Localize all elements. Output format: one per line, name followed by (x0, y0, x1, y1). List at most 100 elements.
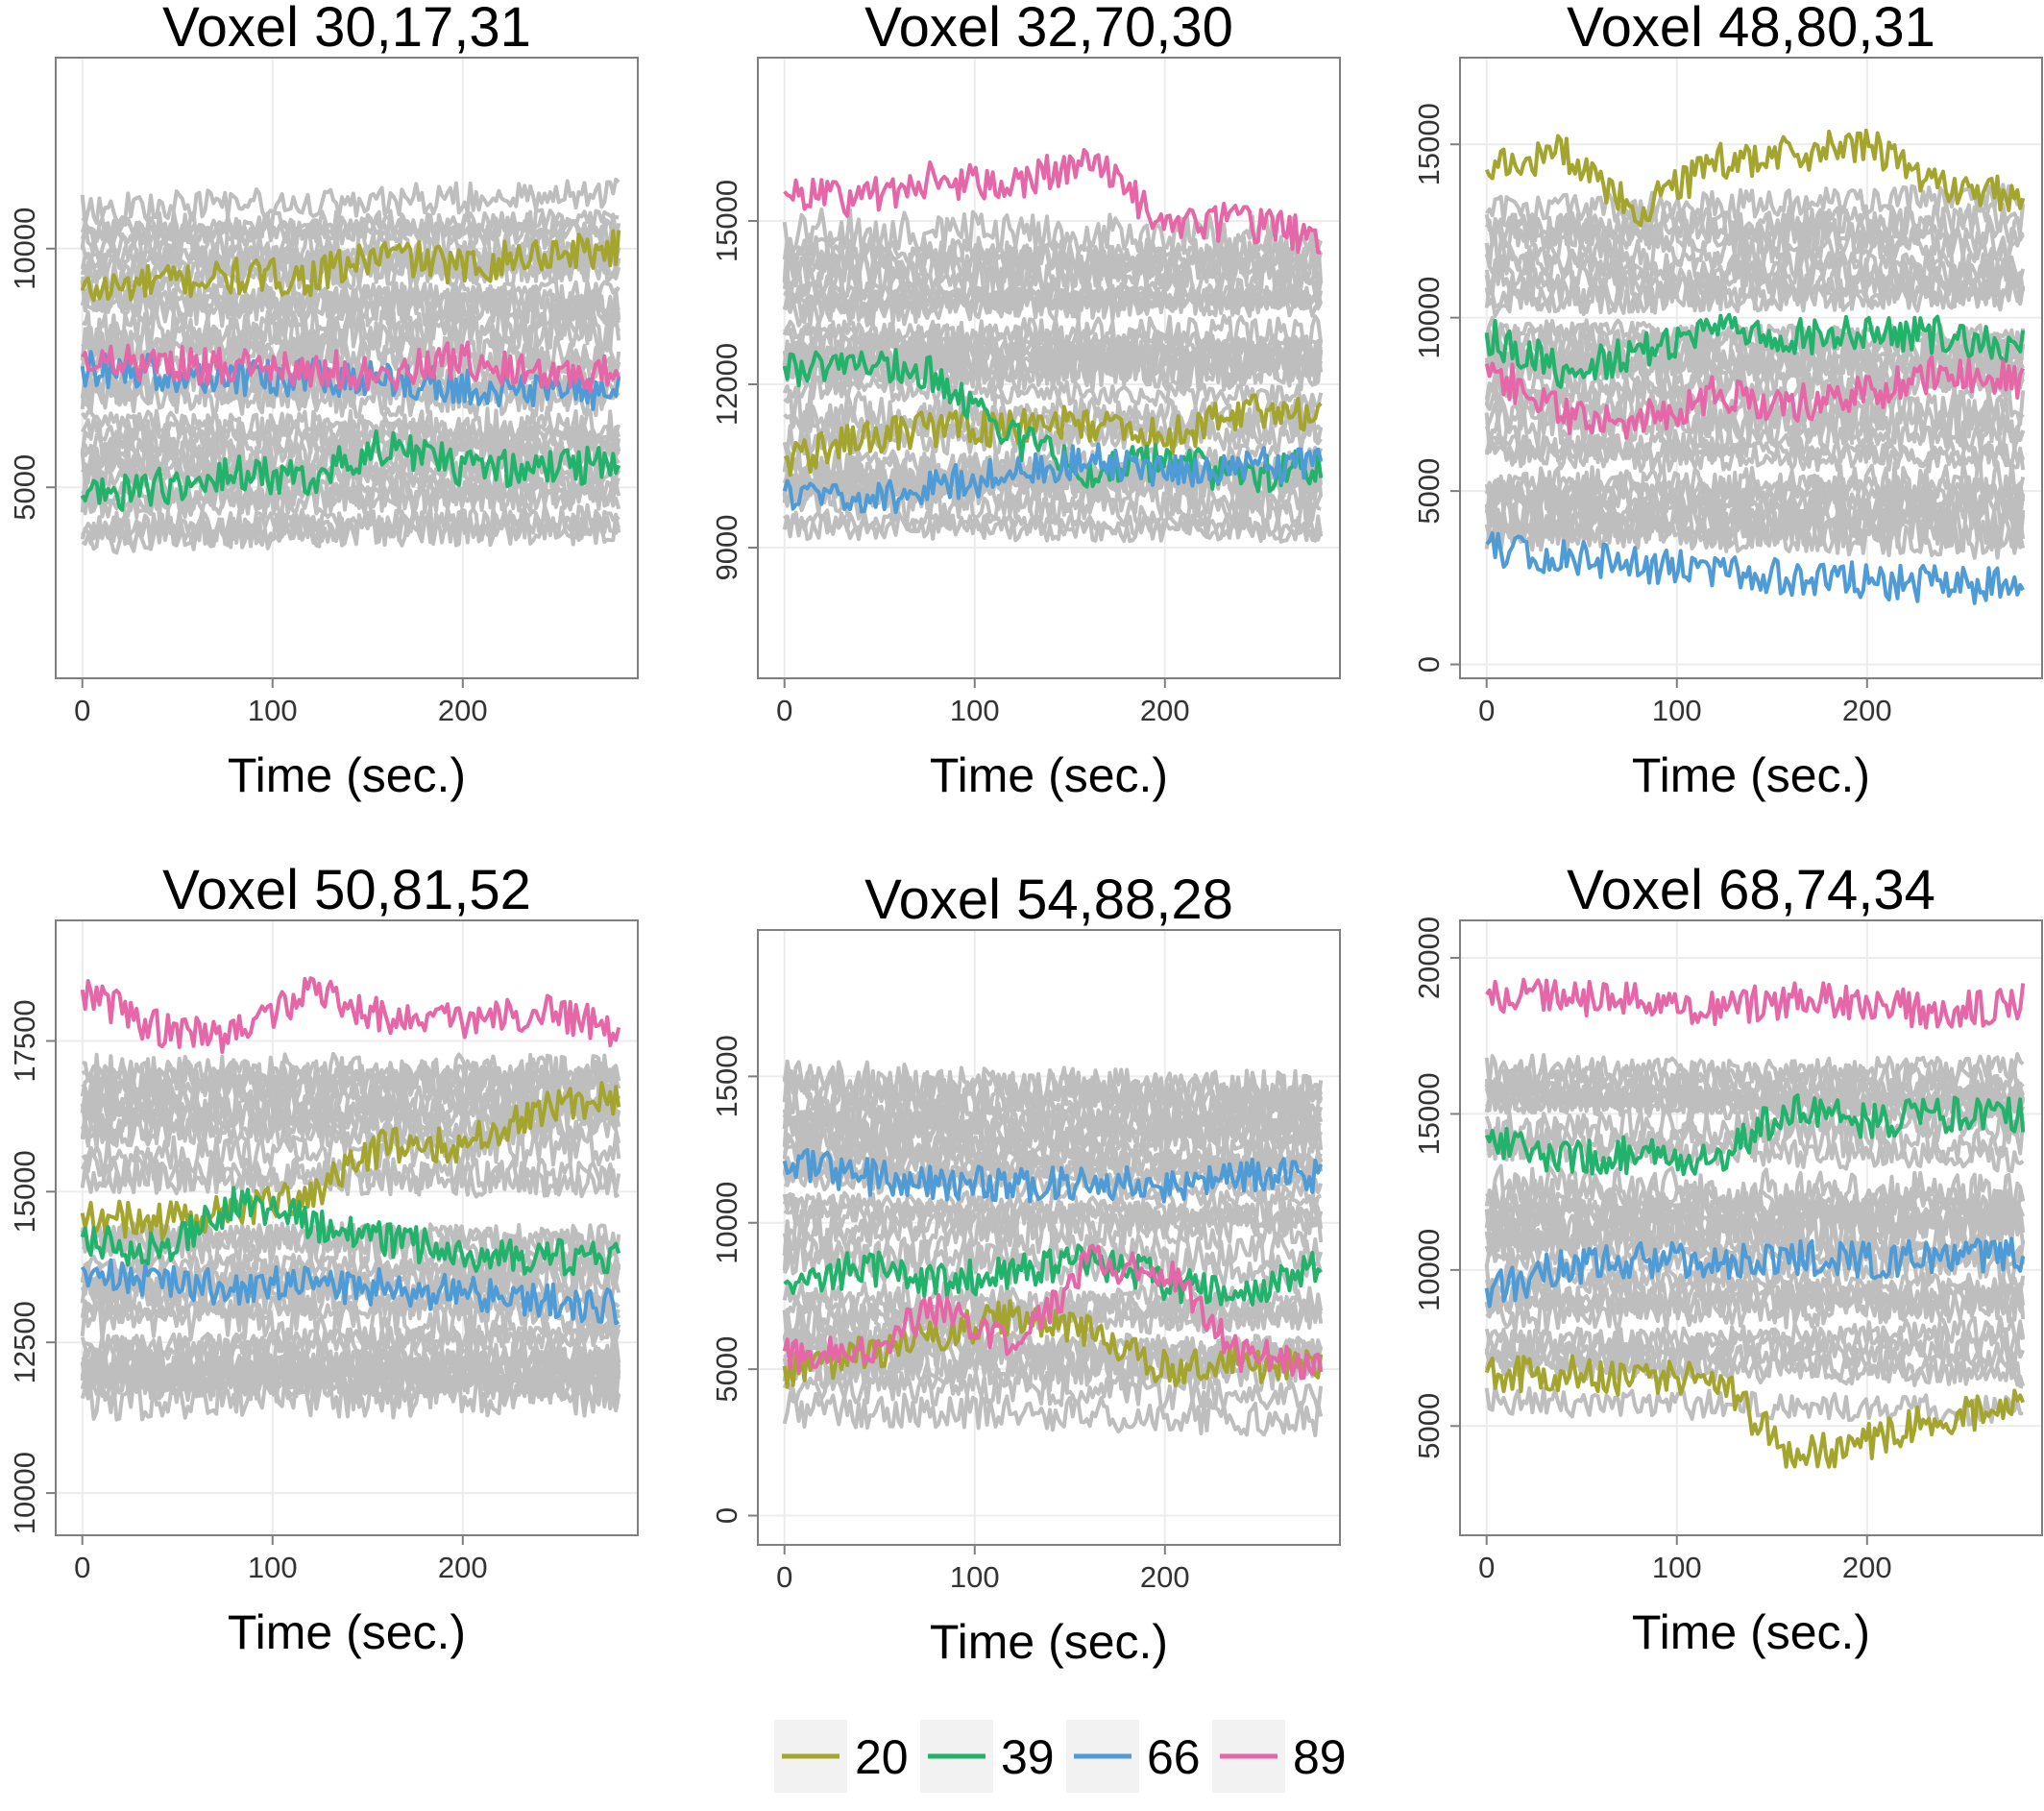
series-line-20 (1484, 128, 2026, 228)
background-trace (1484, 202, 2026, 250)
background-trace (80, 1062, 621, 1101)
series-line-20 (80, 229, 621, 303)
panel-6: 0 100 200 5000 10000 15000 20000 Voxel 68,74,34… (1412, 859, 2043, 1659)
x-tick-label: 0 (776, 694, 792, 727)
x-tick-label: 100 (950, 1560, 1000, 1594)
background-trace (782, 1390, 1324, 1437)
x-tick-label: 200 (438, 1551, 488, 1584)
series-line-20 (783, 393, 1323, 477)
legend-item-20: 20 (774, 1720, 909, 1793)
x-tick-label: 0 (1478, 694, 1495, 727)
background-trace (1484, 473, 2025, 503)
series-line-66 (1484, 1236, 2026, 1309)
legend-label: 39 (1001, 1730, 1055, 1784)
background-trace (80, 208, 620, 248)
plot-area (80, 976, 621, 1422)
x-tick-label: 0 (74, 1551, 90, 1584)
y-tick-label: 10000 (1412, 277, 1446, 359)
x-axis-label: Time (sec.) (1632, 748, 1870, 802)
y-tick-label: 10000 (710, 1182, 743, 1264)
background-trace (782, 1184, 1322, 1222)
series-line-66 (80, 1258, 620, 1326)
background-trace (782, 1089, 1323, 1136)
x-tick-label: 200 (1842, 694, 1892, 727)
y-tick-label: 15000 (1412, 1072, 1446, 1155)
panel-border (55, 57, 639, 679)
x-tick-label: 200 (1842, 1551, 1892, 1584)
x-tick-label: 100 (248, 694, 298, 727)
y-tick-label: 20000 (1412, 917, 1446, 999)
background-trace (1484, 1325, 2026, 1363)
panel-border (757, 57, 1341, 679)
y-tick-label: 15000 (710, 180, 743, 262)
background-trace (1485, 1187, 2025, 1229)
y-tick-label: 5000 (710, 1336, 743, 1403)
background-trace (81, 309, 621, 355)
panel-2: 0 100 200 9000 12000 15000 Voxel 32,70,30 Time … (710, 0, 1341, 802)
legend-item-39: 39 (920, 1720, 1055, 1793)
panel-border (757, 929, 1341, 1546)
background-trace (1484, 1052, 2025, 1097)
panel-1: 0 100 200 5000 10000 Voxel 30,17,31 Time (sec.… (8, 0, 639, 802)
plot-area (1484, 128, 2026, 605)
background-trace (1484, 1266, 2026, 1298)
y-tick-label: 10000 (8, 208, 41, 290)
background-trace (80, 1346, 621, 1393)
background-traces (1484, 1052, 2026, 1427)
panel-title: Voxel 50,81,52 (162, 859, 531, 921)
y-tick-label: 17500 (8, 999, 41, 1082)
x-tick-label: 100 (1652, 694, 1702, 727)
y-tick-label: 5000 (1412, 458, 1446, 525)
legend-label: 89 (1293, 1730, 1347, 1784)
y-tick-label: 5000 (1412, 1393, 1446, 1459)
panel-title: Voxel 68,74,34 (1567, 859, 1935, 921)
background-trace (1484, 492, 2026, 554)
background-trace (1485, 1205, 2026, 1261)
x-tick-label: 200 (438, 694, 488, 727)
background-trace (783, 256, 1323, 302)
legend-item-66: 66 (1066, 1720, 1201, 1793)
background-trace (1485, 183, 2025, 226)
background-trace (1485, 480, 2026, 534)
legend: 20 39 66 89 (774, 1720, 1347, 1793)
legend-label: 66 (1147, 1730, 1201, 1784)
y-tick-label: 0 (1412, 656, 1446, 673)
x-tick-label: 0 (1478, 1551, 1495, 1584)
background-trace (782, 208, 1323, 258)
plot-area (1484, 977, 2026, 1469)
background-trace (1484, 1163, 2026, 1220)
background-trace (782, 319, 1324, 357)
y-tick-label: 15000 (1412, 103, 1446, 185)
background-trace (1484, 1116, 2026, 1163)
background-trace (80, 1370, 621, 1422)
series-line-89 (783, 148, 1322, 256)
background-trace (80, 284, 620, 328)
panel-border (1459, 57, 2043, 679)
background-trace (1484, 519, 2026, 560)
x-axis-label: Time (sec.) (930, 1615, 1168, 1669)
series-line-39 (80, 1186, 621, 1277)
y-tick-label: 15000 (8, 1150, 41, 1233)
background-trace (80, 431, 620, 458)
x-tick-label: 0 (776, 1560, 792, 1594)
background-trace (80, 503, 621, 551)
background-trace (782, 1192, 1324, 1230)
x-axis-label: Time (sec.) (228, 748, 466, 802)
x-axis-label: Time (sec.) (930, 748, 1168, 802)
panel-title: Voxel 54,88,28 (864, 869, 1233, 931)
x-tick-label: 100 (950, 694, 1000, 727)
plot-area (782, 1059, 1324, 1437)
y-tick-label: 12000 (710, 343, 743, 426)
plot-area (782, 148, 1324, 544)
background-trace (1484, 1384, 2024, 1427)
y-tick-label: 5000 (8, 454, 41, 521)
series-line-39 (783, 1243, 1323, 1307)
background-trace (782, 1068, 1324, 1115)
series-line-89 (80, 976, 621, 1054)
background-trace (80, 1224, 621, 1259)
panel-title: Voxel 32,70,30 (864, 0, 1233, 59)
background-trace (81, 1320, 621, 1360)
background-trace (1485, 1281, 2025, 1315)
